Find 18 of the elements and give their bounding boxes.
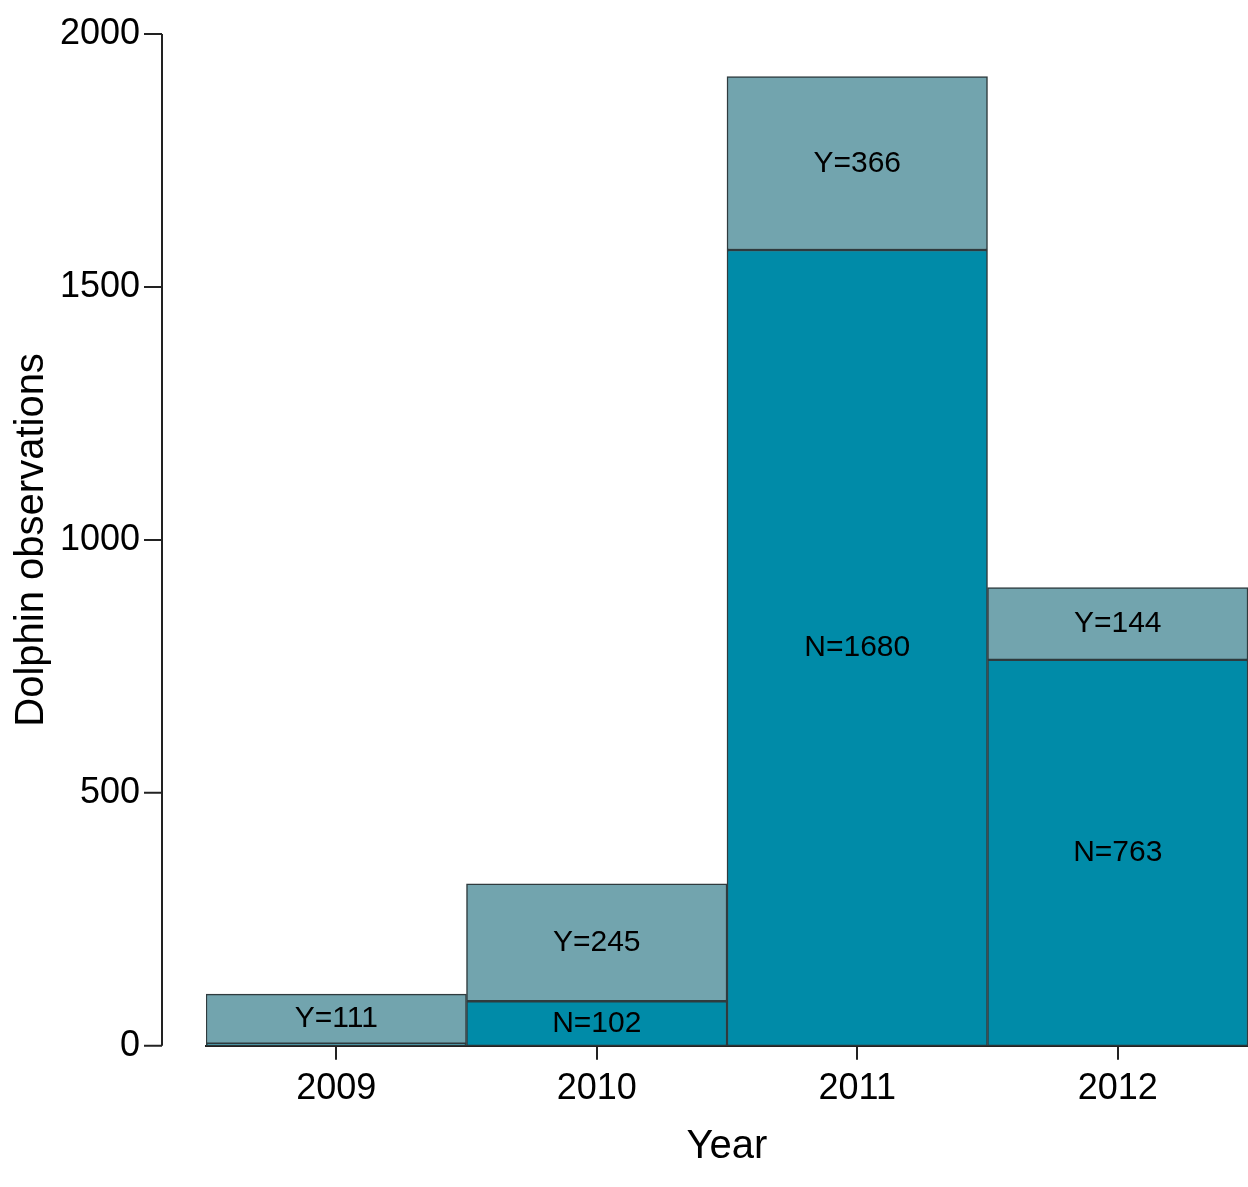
annotation: N=1680 [804, 629, 911, 663]
x-tick-label: 2010 [556, 1066, 637, 1108]
x-tick-label: 2009 [296, 1066, 377, 1108]
y-tick-label: 0 [119, 1022, 140, 1064]
annotation: Y=245 [552, 923, 641, 957]
annotation: N=102 [552, 1004, 642, 1038]
annotation: Y=144 [1073, 604, 1162, 638]
y-tick-label: 2000 [59, 10, 140, 52]
y-tick-label: 500 [79, 769, 140, 811]
y-tick-label: 1500 [59, 263, 140, 305]
annotation: Y=111 [294, 1000, 378, 1034]
x-tick-label: 2012 [1077, 1066, 1158, 1108]
x-axis-title: Year [686, 1122, 768, 1167]
annotation: N=763 [1073, 834, 1163, 868]
y-tick-label: 1000 [59, 516, 140, 558]
y-axis-title: Dolphin observations [7, 353, 52, 727]
x-tick-label: 2011 [818, 1066, 896, 1108]
annotation: Y=366 [813, 144, 902, 178]
